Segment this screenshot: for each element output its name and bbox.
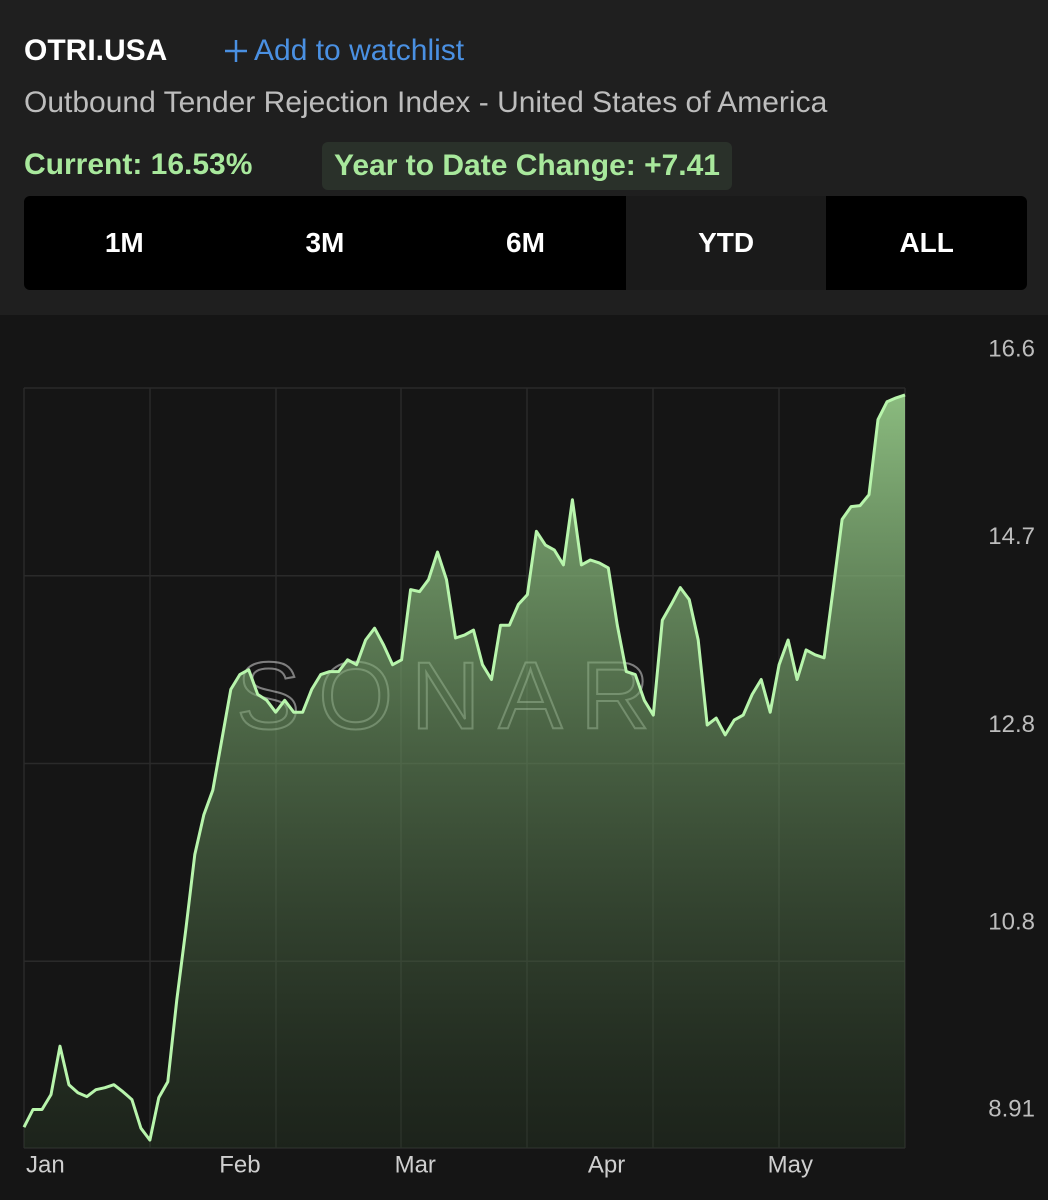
y-tick-label: 16.6 [988, 335, 1035, 362]
area-fill [24, 394, 905, 1148]
subtitle: Outbound Tender Rejection Index - United… [24, 86, 828, 119]
chart: 16.614.712.810.88.91JanFebMarAprMaySONAR [22, 335, 1035, 1178]
y-tick-label: 10.8 [988, 909, 1035, 936]
data-line [22, 393, 906, 1142]
range-button[interactable]: YTD [625, 196, 827, 290]
x-tick-label: Apr [588, 1151, 625, 1178]
current-value: Current: 16.53% [24, 148, 253, 181]
watchlist-label: Add to watchlist [254, 34, 465, 67]
symbol: OTRI.USA [24, 34, 168, 67]
x-tick-label: May [768, 1151, 813, 1178]
y-tick-label: 12.8 [988, 711, 1035, 738]
ytd-change: Year to Date Change: +7.41 [322, 142, 732, 190]
x-tick-label: Feb [219, 1151, 260, 1178]
y-tick-label: 14.7 [988, 523, 1035, 550]
x-tick-label: Mar [395, 1151, 436, 1178]
watchlist-button[interactable]: Add to watchlist [222, 34, 464, 68]
range-button[interactable]: 6M [506, 227, 545, 258]
range-button[interactable]: 3M [305, 227, 345, 258]
range-button[interactable]: 1M [104, 227, 144, 258]
range-button[interactable]: ALL [899, 227, 954, 258]
x-tick-label: Jan [26, 1151, 65, 1178]
plus-icon [225, 40, 247, 62]
y-tick-label: 8.91 [988, 1095, 1035, 1122]
range-selector: 1M 3M 6M YTD ALL [24, 196, 1027, 290]
header: OTRI.USA Add to watchlist Outbound Tende… [0, 0, 1048, 315]
